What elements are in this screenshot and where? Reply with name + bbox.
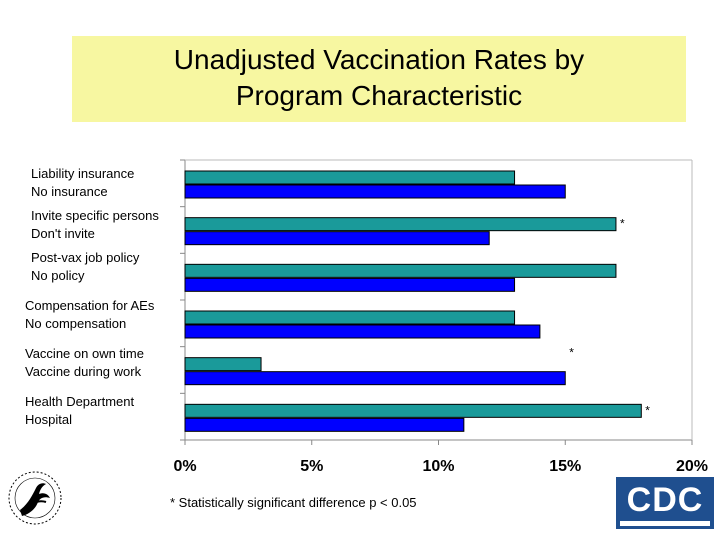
- x-tick-label: 0%: [173, 458, 196, 475]
- significance-marker: *: [645, 403, 650, 417]
- significance-marker: *: [569, 346, 574, 360]
- category-label: Vaccine during work: [25, 364, 142, 379]
- category-label: Don't invite: [31, 226, 95, 241]
- category-label: No compensation: [25, 316, 127, 331]
- bar: [184, 310, 516, 325]
- bar: [184, 371, 566, 386]
- category-label: Post-vax job policy: [31, 250, 140, 265]
- category-label: Liability insurance: [31, 166, 135, 181]
- bar: [184, 417, 465, 432]
- chart-title-line-2: Program Characteristic: [235, 80, 523, 111]
- category-label: Vaccine on own time: [25, 346, 144, 361]
- cdc-logo-strip: [620, 521, 710, 526]
- cdc-logo-text: CDC: [626, 481, 704, 519]
- bar: [184, 324, 541, 339]
- category-label: Hospital: [25, 412, 72, 427]
- hhs-seal-icon: [8, 471, 62, 525]
- x-tick-label: 20%: [676, 458, 708, 475]
- cdc-logo: CDC: [616, 477, 714, 529]
- category-label-group-3: Post-vax job policy No policy: [31, 249, 139, 285]
- category-label: Compensation for AEs: [25, 298, 155, 313]
- chart-title-line-1: Unadjusted Vaccination Rates by: [173, 44, 585, 75]
- x-tick-label: 10%: [422, 458, 454, 475]
- category-label: No policy: [31, 268, 85, 283]
- bar: [184, 403, 642, 418]
- category-label-group-5: Vaccine on own time Vaccine during work: [25, 345, 144, 381]
- x-tick-label: 15%: [549, 458, 581, 475]
- category-label: Health Department: [25, 394, 135, 409]
- category-label: Invite specific persons: [31, 208, 159, 223]
- category-label-group-6: Health Department Hospital: [25, 393, 134, 429]
- significance-footnote: * Statistically significant difference p…: [170, 495, 417, 510]
- chart-title: Unadjusted Vaccination Rates by Program …: [72, 42, 686, 114]
- category-label-group-1: Liability insurance No insurance: [31, 165, 134, 201]
- bar: [184, 217, 617, 232]
- title-background: [72, 36, 686, 122]
- bar: [184, 231, 490, 246]
- bar: [184, 277, 516, 292]
- bar: [184, 184, 566, 199]
- significance-marker: *: [620, 217, 625, 231]
- bar: [184, 357, 262, 372]
- x-tick-label: 5%: [300, 458, 323, 475]
- category-label-group-4: Compensation for AEs No compensation: [25, 297, 154, 333]
- category-label: No insurance: [31, 184, 108, 199]
- bar: [184, 170, 516, 185]
- bar: [184, 263, 617, 278]
- category-label-group-2: Invite specific persons Don't invite: [31, 207, 159, 243]
